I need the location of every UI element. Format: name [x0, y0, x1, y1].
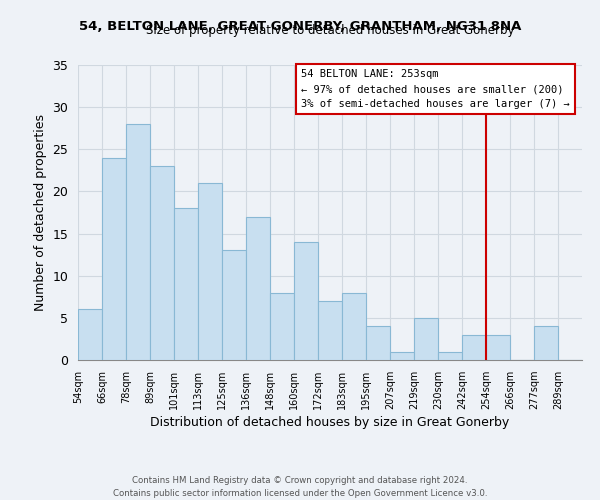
Text: 54 BELTON LANE: 253sqm
← 97% of detached houses are smaller (200)
3% of semi-det: 54 BELTON LANE: 253sqm ← 97% of detached…	[301, 69, 570, 109]
Y-axis label: Number of detached properties: Number of detached properties	[34, 114, 47, 311]
Text: 54, BELTON LANE, GREAT GONERBY, GRANTHAM, NG31 8NA: 54, BELTON LANE, GREAT GONERBY, GRANTHAM…	[79, 20, 521, 33]
Bar	[270, 292, 294, 360]
Bar	[198, 183, 222, 360]
Bar	[342, 292, 366, 360]
Bar	[246, 216, 270, 360]
Bar	[294, 242, 318, 360]
Bar	[414, 318, 438, 360]
Bar	[534, 326, 558, 360]
Bar	[174, 208, 198, 360]
Title: Size of property relative to detached houses in Great Gonerby: Size of property relative to detached ho…	[146, 24, 514, 38]
Bar	[126, 124, 150, 360]
Bar	[486, 334, 510, 360]
Bar	[462, 334, 486, 360]
X-axis label: Distribution of detached houses by size in Great Gonerby: Distribution of detached houses by size …	[151, 416, 509, 429]
Bar	[222, 250, 246, 360]
Text: Contains HM Land Registry data © Crown copyright and database right 2024.
Contai: Contains HM Land Registry data © Crown c…	[113, 476, 487, 498]
Bar	[102, 158, 126, 360]
Bar	[150, 166, 174, 360]
Bar	[78, 310, 102, 360]
Bar	[438, 352, 462, 360]
Bar	[366, 326, 390, 360]
Bar	[390, 352, 414, 360]
Bar	[318, 301, 342, 360]
